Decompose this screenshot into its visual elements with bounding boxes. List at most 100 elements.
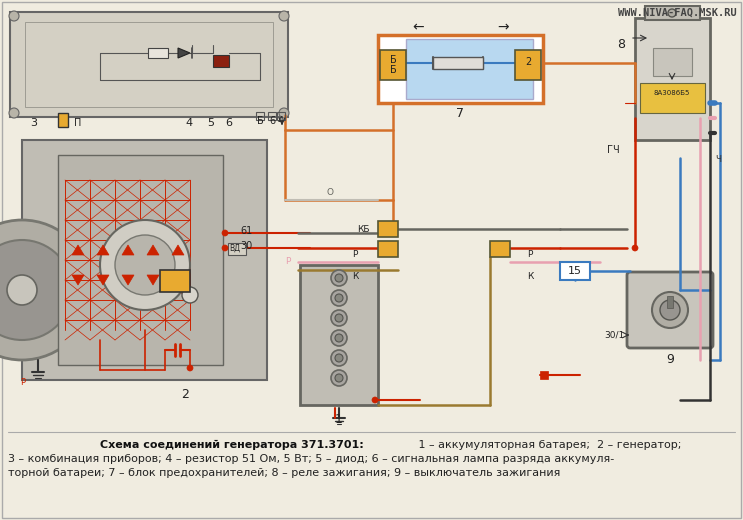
Bar (268, 112, 276, 120)
Bar (22, 140, 267, 380)
Text: 8: 8 (617, 38, 625, 51)
Polygon shape (72, 275, 84, 285)
Text: 15: 15 (568, 266, 582, 276)
Polygon shape (172, 275, 184, 285)
Circle shape (335, 334, 343, 342)
Circle shape (9, 108, 19, 118)
Text: 7: 7 (456, 107, 464, 120)
Circle shape (331, 330, 347, 346)
Polygon shape (172, 245, 184, 255)
Circle shape (187, 365, 193, 371)
Circle shape (331, 270, 347, 286)
Text: 30/1: 30/1 (605, 331, 625, 340)
Bar (378, 221, 398, 237)
Text: торной батареи; 7 – блок предохранителей; 8 – реле зажигания; 9 – выключатель за: торной батареи; 7 – блок предохранителей… (8, 468, 560, 478)
Text: 5: 5 (207, 118, 214, 128)
Circle shape (660, 300, 680, 320)
Text: 6: 6 (269, 116, 275, 126)
Bar (148, 48, 168, 58)
Circle shape (372, 397, 378, 403)
Text: →: → (497, 20, 509, 34)
Text: Б: Б (256, 116, 263, 126)
Circle shape (335, 314, 343, 322)
Text: 1: 1 (335, 413, 343, 426)
Bar (256, 112, 264, 120)
Circle shape (0, 220, 92, 360)
Bar (653, 48, 692, 76)
Circle shape (331, 310, 347, 326)
Circle shape (100, 220, 190, 310)
Circle shape (652, 292, 688, 328)
Bar (378, 241, 398, 257)
Circle shape (335, 374, 343, 382)
Bar (277, 112, 285, 120)
Text: Р: Р (528, 250, 533, 259)
Circle shape (335, 274, 343, 282)
Bar (378, 35, 543, 103)
Circle shape (632, 245, 638, 251)
Text: 2: 2 (181, 388, 189, 401)
Text: 8А3086Б5: 8А3086Б5 (654, 90, 690, 96)
Polygon shape (97, 245, 109, 255)
Bar (300, 265, 378, 405)
Bar (635, 18, 710, 140)
Text: 4: 4 (278, 116, 284, 126)
Polygon shape (72, 245, 84, 255)
Text: Схема соединений генератора 371.3701:: Схема соединений генератора 371.3701: (100, 440, 364, 450)
Bar (58, 113, 68, 127)
Text: 9: 9 (666, 353, 674, 366)
Text: Ч: Ч (715, 155, 721, 164)
Circle shape (279, 108, 289, 118)
Circle shape (331, 290, 347, 306)
Text: П: П (74, 118, 82, 128)
Text: КБ: КБ (357, 225, 370, 233)
Text: 2: 2 (525, 57, 531, 67)
Circle shape (331, 350, 347, 366)
Bar (433, 57, 483, 69)
Text: Б: Б (389, 55, 396, 65)
Circle shape (668, 9, 676, 17)
Text: 4: 4 (185, 118, 192, 128)
Bar (380, 50, 406, 80)
Text: К: К (527, 272, 533, 281)
Text: Р: Р (352, 250, 357, 259)
Bar (213, 55, 229, 67)
Text: 3: 3 (30, 118, 37, 128)
Polygon shape (122, 245, 134, 255)
Circle shape (9, 11, 19, 21)
Text: 61: 61 (240, 226, 253, 236)
Bar (58, 155, 223, 365)
Circle shape (331, 370, 347, 386)
Bar (540, 371, 548, 379)
Text: 1 – аккумуляторная батарея;  2 – генератор;: 1 – аккумуляторная батарея; 2 – генерато… (415, 440, 681, 450)
Text: К: К (352, 272, 358, 281)
Circle shape (335, 294, 343, 302)
Text: ГЧ: ГЧ (607, 145, 620, 155)
FancyBboxPatch shape (627, 272, 713, 348)
Bar (228, 243, 246, 255)
Circle shape (335, 354, 343, 362)
Bar (490, 241, 510, 257)
Text: О: О (326, 188, 334, 197)
Polygon shape (147, 275, 159, 285)
Text: ←: ← (412, 20, 424, 34)
Bar (667, 296, 673, 308)
Circle shape (279, 11, 289, 21)
Text: 3 – комбинация приборов; 4 – резистор 51 Ом, 5 Вт; 5 – диод; 6 – сигнальная ламп: 3 – комбинация приборов; 4 – резистор 51… (8, 454, 614, 464)
Text: Р: Р (20, 378, 25, 387)
Polygon shape (178, 48, 190, 58)
Polygon shape (147, 245, 159, 255)
Bar (160, 270, 190, 292)
Bar (10, 12, 288, 117)
Circle shape (115, 235, 175, 295)
Circle shape (0, 240, 72, 340)
Text: 6: 6 (225, 118, 232, 128)
Bar (25, 22, 273, 107)
Text: Б: Б (389, 65, 396, 75)
Text: 30: 30 (240, 241, 253, 251)
Circle shape (222, 245, 228, 251)
Bar (406, 39, 533, 99)
Bar (560, 262, 590, 280)
Bar (640, 83, 705, 113)
Bar (515, 50, 541, 80)
